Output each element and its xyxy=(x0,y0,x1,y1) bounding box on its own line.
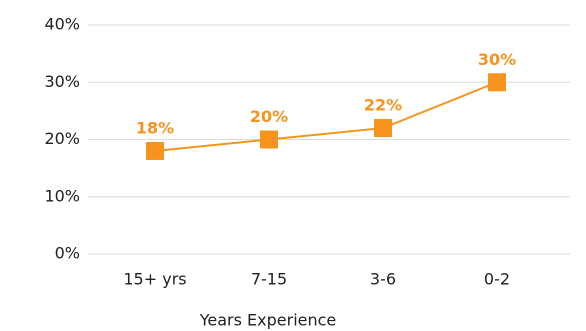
x-tick-label: 7-15 xyxy=(251,270,287,289)
marker xyxy=(260,130,278,149)
x-axis-label: Years Experience xyxy=(199,311,337,330)
y-tick-label: 30% xyxy=(44,72,80,91)
x-tick-label: 0-2 xyxy=(484,270,510,289)
marker xyxy=(146,141,164,160)
line xyxy=(154,81,498,152)
x-tick-label: 3-6 xyxy=(370,270,396,289)
x-tick-label: 15+ yrs xyxy=(123,270,186,289)
data-label: 22% xyxy=(364,96,402,115)
y-tick-label: 0% xyxy=(55,244,80,263)
y-tick-label: 20% xyxy=(44,129,80,148)
data-label: 20% xyxy=(250,107,288,126)
data-label: 18% xyxy=(136,118,174,137)
marker xyxy=(374,119,392,138)
marker xyxy=(488,73,506,92)
y-tick-label: 10% xyxy=(44,186,80,205)
data-label: 30% xyxy=(478,50,516,69)
y-tick-label: 40% xyxy=(44,15,80,34)
